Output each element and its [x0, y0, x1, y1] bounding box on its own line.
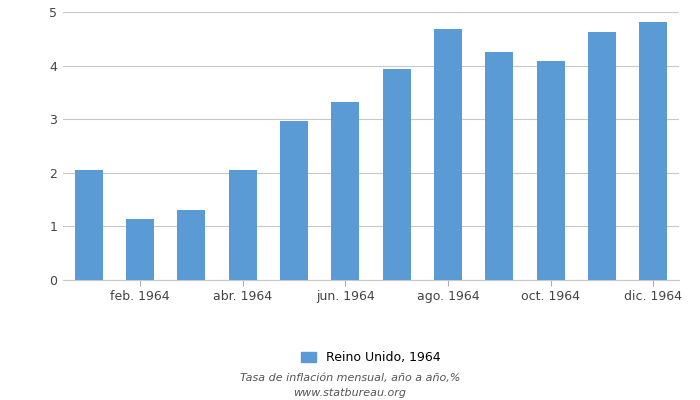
Bar [74, 170, 103, 280]
Bar [485, 52, 513, 280]
Bar [536, 61, 565, 280]
Bar [228, 170, 257, 280]
Bar [434, 29, 462, 280]
Bar [177, 210, 206, 280]
Bar [639, 22, 667, 280]
Legend: Reino Unido, 1964: Reino Unido, 1964 [295, 345, 447, 371]
Bar [382, 69, 411, 280]
Bar [588, 32, 616, 280]
Text: www.statbureau.org: www.statbureau.org [293, 388, 407, 398]
Bar [280, 121, 308, 280]
Bar [331, 102, 360, 280]
Bar [126, 219, 154, 280]
Text: Tasa de inflación mensual, año a año,%: Tasa de inflación mensual, año a año,% [240, 373, 460, 383]
